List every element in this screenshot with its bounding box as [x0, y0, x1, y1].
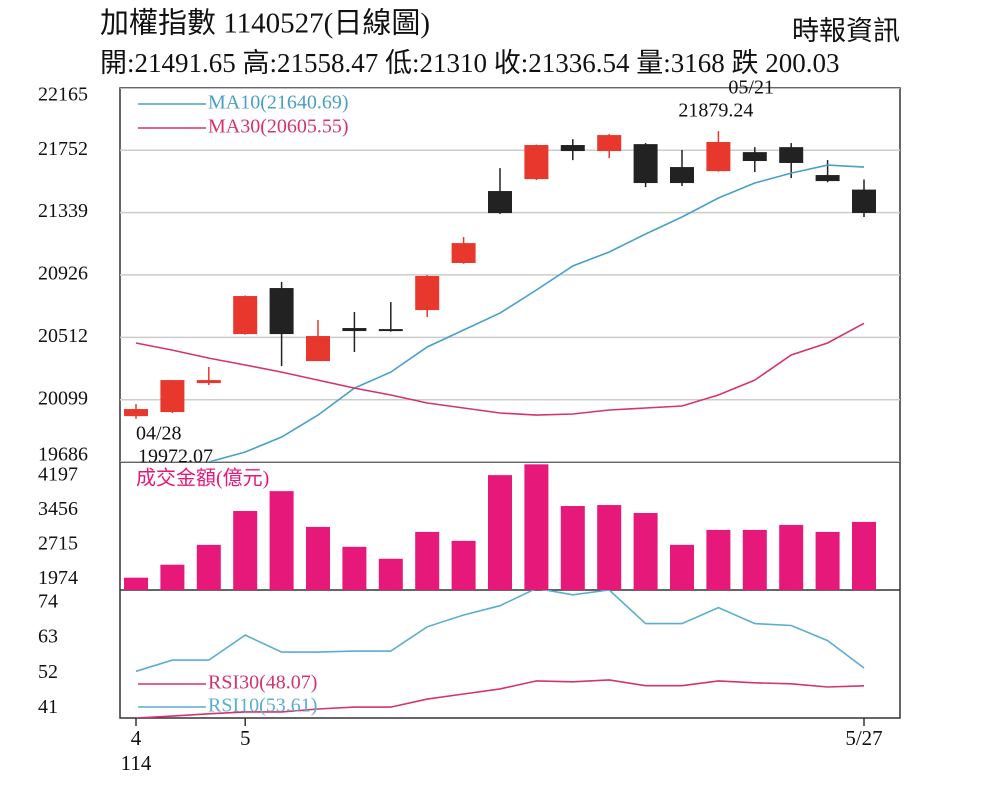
- candle-body: [342, 328, 367, 332]
- y-tick-label: 41: [38, 696, 58, 718]
- annotation-date: 05/21: [728, 77, 774, 99]
- bar: [488, 475, 512, 590]
- legend-label: RSI10(53.61): [208, 695, 317, 717]
- plot-frame: [119, 87, 901, 719]
- y-tick-label: 4197: [38, 464, 78, 486]
- y-tick-label: 22165: [38, 84, 88, 106]
- candle-body: [560, 145, 585, 152]
- bar: [306, 526, 330, 590]
- bar: [815, 531, 840, 590]
- candle-body: [233, 296, 258, 335]
- y-tick-label: 2715: [38, 533, 78, 555]
- candle-body: [415, 275, 440, 311]
- bar: [670, 544, 694, 590]
- bar: [415, 531, 440, 590]
- y-tick-label: 20512: [38, 325, 88, 347]
- panel: [135, 590, 865, 718]
- candle-body: [124, 409, 148, 417]
- y-tick-label: 20926: [38, 263, 88, 285]
- y-tick-label: 21339: [38, 200, 88, 222]
- bar: [852, 521, 876, 590]
- x-year-label: 114: [121, 751, 152, 775]
- candle-body: [488, 191, 512, 214]
- bar: [633, 513, 658, 590]
- x-tick-label: 5/27: [845, 726, 882, 750]
- candle-body: [269, 288, 294, 335]
- bar: [124, 577, 148, 590]
- candle-body: [597, 135, 622, 152]
- bar: [269, 491, 294, 590]
- candle-body: [451, 243, 476, 264]
- candle-body: [670, 167, 694, 184]
- bar: [779, 524, 804, 590]
- bar: [378, 558, 403, 590]
- chart-title: 加權指數 1140527(日線圖): [100, 7, 430, 40]
- x-tick-label: 5: [240, 726, 251, 750]
- bar: [233, 511, 258, 590]
- y-tick-label: 63: [38, 626, 58, 648]
- candle-body: [196, 380, 221, 384]
- y-tick-label: 1974: [38, 567, 78, 589]
- y-tick-label: 21752: [38, 138, 88, 160]
- source: 時報資訊: [792, 16, 900, 46]
- candle-body: [160, 380, 185, 413]
- annotation-value: 21879.24: [678, 100, 753, 122]
- y-tick-label: 20099: [38, 387, 88, 409]
- candle-body: [815, 175, 840, 182]
- panel: [120, 88, 900, 462]
- legend-label: MA10(21640.69): [208, 92, 349, 114]
- annotation-value: 19972.07: [138, 445, 213, 467]
- bar: [597, 505, 622, 590]
- candle-body: [306, 336, 330, 362]
- candle-body: [378, 329, 403, 332]
- bar: [706, 529, 731, 590]
- candle-body: [524, 145, 549, 180]
- x-tick-label: 4: [131, 726, 142, 750]
- candle-body: [852, 189, 876, 213]
- bar: [342, 546, 367, 590]
- annotation-date: 04/28: [136, 422, 182, 444]
- candle-body: [779, 147, 804, 163]
- candle-body: [706, 142, 731, 172]
- candle-body: [742, 152, 767, 162]
- y-tick-label: 3456: [38, 498, 78, 520]
- y-tick-label: 52: [38, 661, 58, 683]
- bar: [196, 544, 221, 590]
- candle-body: [633, 144, 658, 184]
- subtitle: 開:21491.65 高:21558.47 低:21310 收:21336.54…: [100, 48, 840, 78]
- legend-label: MA30(20605.55): [208, 116, 349, 138]
- line: [135, 679, 865, 718]
- line: [135, 590, 865, 673]
- y-tick-label: 74: [38, 590, 58, 612]
- bar: [742, 529, 767, 590]
- bar: [524, 464, 549, 590]
- bar: [451, 540, 476, 590]
- legend-label: RSI30(48.07): [208, 672, 317, 694]
- y-tick-label: 19686: [38, 444, 88, 466]
- line: [135, 322, 865, 416]
- legend-label: 成交金額(億元): [136, 467, 269, 490]
- bar: [560, 506, 585, 590]
- panel: [124, 464, 876, 590]
- bar: [160, 564, 185, 590]
- line: [208, 164, 865, 462]
